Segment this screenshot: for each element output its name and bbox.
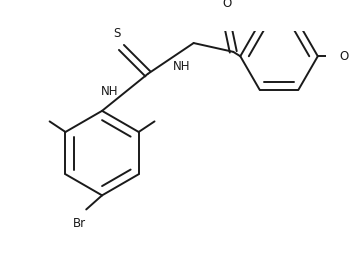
Text: O: O <box>222 0 232 11</box>
Text: O: O <box>339 50 348 63</box>
Text: NH: NH <box>101 85 119 98</box>
Text: S: S <box>114 27 121 40</box>
Text: NH: NH <box>172 60 190 73</box>
Text: Br: Br <box>72 217 86 230</box>
